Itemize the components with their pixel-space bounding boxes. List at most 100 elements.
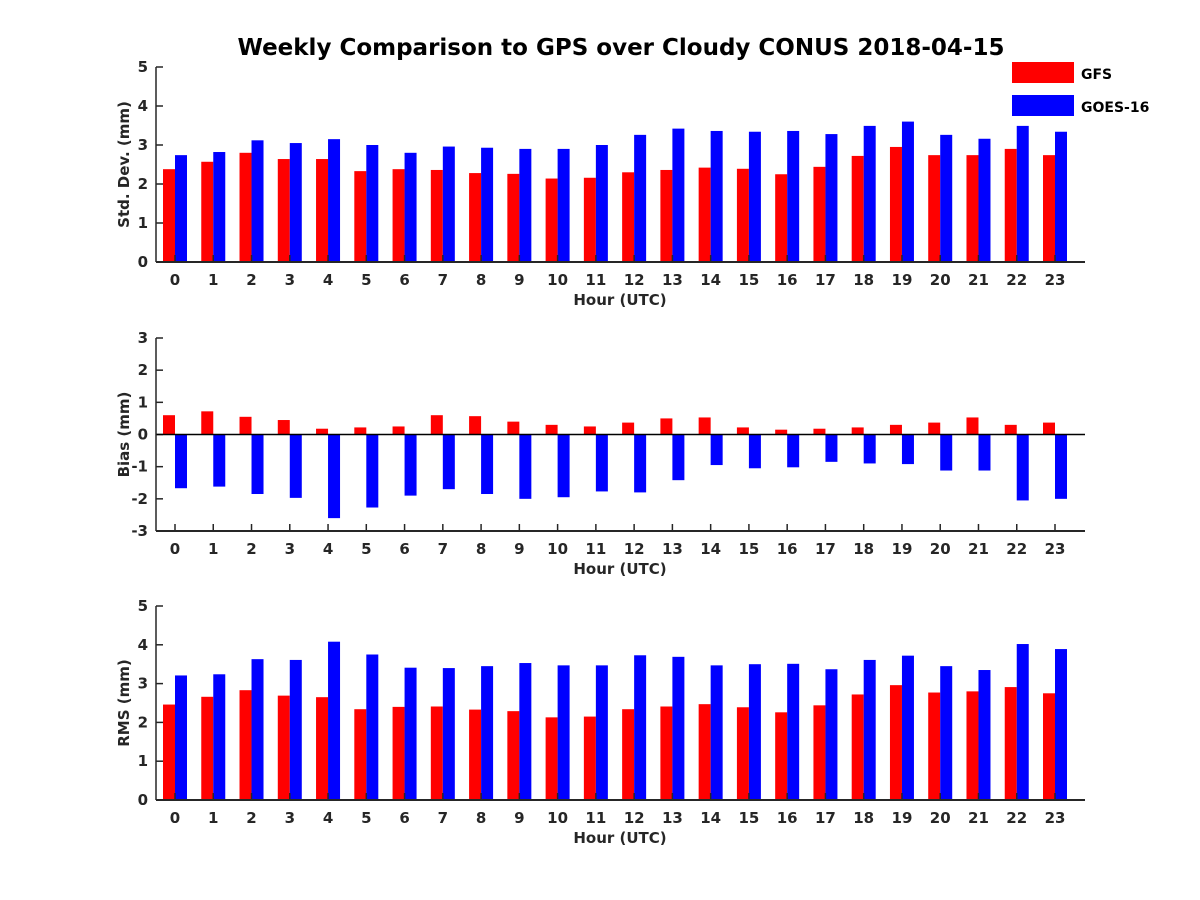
std-dev-bar-goes16 — [442, 146, 455, 262]
bias-bar-goes16 — [519, 434, 532, 499]
std-dev-bar-gfs — [163, 169, 175, 262]
rms-bar-gfs — [851, 694, 864, 800]
rms-xtick-label: 21 — [968, 809, 989, 827]
bias-ytick-label: 1 — [138, 393, 148, 411]
rms-ytick-label: 1 — [138, 752, 148, 770]
rms-y-axis-label: RMS (mm) — [115, 659, 133, 746]
bias-xtick-label: 1 — [208, 540, 218, 558]
bias-bar-gfs — [660, 418, 673, 435]
bias-bar-gfs — [545, 424, 558, 435]
std-dev-bar-goes16 — [672, 128, 685, 262]
bias-bar-gfs — [928, 422, 941, 435]
rms-bar-gfs — [507, 711, 520, 800]
bias-bar-goes16 — [825, 434, 838, 462]
rms-bar-gfs — [430, 706, 443, 800]
rms-bar-goes16 — [481, 666, 494, 800]
rms-xtick-label: 14 — [700, 809, 721, 827]
rms-ytick-label: 4 — [138, 636, 148, 654]
bias-bar-gfs — [775, 429, 788, 435]
std-dev-xtick-label: 1 — [208, 271, 218, 289]
rms-xtick-label: 22 — [1006, 809, 1027, 827]
rms-xtick-label: 17 — [815, 809, 836, 827]
rms-bar-goes16 — [328, 641, 341, 800]
rms-xtick-label: 20 — [930, 809, 951, 827]
std-dev-ytick-label: 0 — [138, 253, 148, 271]
std-dev-bar-goes16 — [825, 134, 838, 262]
std-dev-bar-gfs — [392, 169, 405, 262]
bias-xtick-label: 12 — [624, 540, 645, 558]
bias-xtick-label: 4 — [323, 540, 333, 558]
rms-bar-goes16 — [940, 666, 953, 800]
bias-bar-goes16 — [634, 434, 647, 493]
bias-bar-gfs — [736, 427, 749, 435]
std-dev-xtick-label: 19 — [892, 271, 913, 289]
legend-swatch-goes16 — [1012, 95, 1074, 116]
rms-xtick-label: 0 — [170, 809, 180, 827]
bias-xtick-label: 3 — [285, 540, 295, 558]
bias-ytick-label: 2 — [138, 361, 148, 379]
rms-bar-goes16 — [175, 675, 187, 800]
std-dev-xtick-label: 7 — [438, 271, 448, 289]
std-dev-bar-gfs — [736, 168, 749, 262]
bias-xtick-label: 13 — [662, 540, 683, 558]
bias-xtick-label: 6 — [399, 540, 409, 558]
rms-bar-gfs — [698, 704, 711, 800]
rms-bar-gfs — [239, 690, 252, 800]
bias-bar-goes16 — [710, 434, 723, 466]
bias-bar-goes16 — [595, 434, 608, 492]
rms-xtick-label: 2 — [246, 809, 256, 827]
bias-xtick-label: 14 — [700, 540, 721, 558]
bias-bar-gfs — [239, 416, 252, 435]
rms-xtick-label: 3 — [285, 809, 295, 827]
bias-bar-gfs — [507, 421, 520, 435]
std-dev-bar-gfs — [430, 169, 443, 262]
bias-bar-gfs — [889, 424, 902, 435]
rms-bar-goes16 — [289, 659, 302, 800]
rms-ytick-label: 2 — [138, 713, 148, 731]
rms-bar-goes16 — [1055, 649, 1067, 800]
std-dev-bar-goes16 — [1016, 125, 1029, 262]
rms-bar-gfs — [889, 685, 902, 800]
rms-xtick-label: 1 — [208, 809, 218, 827]
std-dev-bar-goes16 — [289, 143, 302, 262]
rms-bar-goes16 — [634, 655, 647, 800]
std-dev-bar-goes16 — [328, 139, 341, 262]
rms-xtick-label: 15 — [738, 809, 759, 827]
rms-bar-gfs — [201, 696, 214, 800]
bias-xtick-label: 23 — [1045, 540, 1066, 558]
std-dev-bar-gfs — [507, 173, 520, 262]
std-dev-x-axis-label: Hour (UTC) — [573, 291, 666, 309]
bias-bar-goes16 — [442, 434, 455, 490]
bias-bar-gfs — [1004, 424, 1017, 435]
std-dev-bar-gfs — [354, 171, 367, 262]
bias-xtick-label: 0 — [170, 540, 180, 558]
rms-xtick-label: 7 — [438, 809, 448, 827]
rms-bar-gfs — [775, 712, 788, 800]
rms-bar-goes16 — [787, 663, 800, 800]
rms-bar-goes16 — [595, 665, 608, 800]
std-dev-xtick-label: 8 — [476, 271, 486, 289]
rms-xtick-label: 12 — [624, 809, 645, 827]
rms-bar-goes16 — [978, 670, 991, 800]
rms-xtick-label: 13 — [662, 809, 683, 827]
bias-xtick-label: 21 — [968, 540, 989, 558]
bias-bar-goes16 — [978, 434, 991, 471]
std-dev-xtick-label: 20 — [930, 271, 951, 289]
std-dev-bar-goes16 — [634, 134, 647, 262]
rms-bar-goes16 — [519, 663, 532, 800]
std-dev-xtick-label: 2 — [246, 271, 256, 289]
bias-bar-gfs — [851, 427, 864, 435]
std-dev-bar-gfs — [966, 155, 979, 262]
legend: GFS GOES-16 — [1012, 62, 1149, 116]
std-dev-bar-gfs — [698, 167, 711, 262]
bias-bar-gfs — [354, 427, 367, 435]
rms-xtick-label: 16 — [777, 809, 798, 827]
bias-xtick-label: 22 — [1006, 540, 1027, 558]
bias-bar-goes16 — [213, 434, 226, 487]
std-dev-xtick-label: 15 — [738, 271, 759, 289]
std-dev-bar-goes16 — [901, 121, 914, 262]
std-dev-y-axis-label: Std. Dev. (mm) — [115, 101, 133, 228]
rms-xtick-label: 10 — [547, 809, 568, 827]
rms-bar-goes16 — [442, 668, 455, 800]
bias-xtick-label: 15 — [738, 540, 759, 558]
